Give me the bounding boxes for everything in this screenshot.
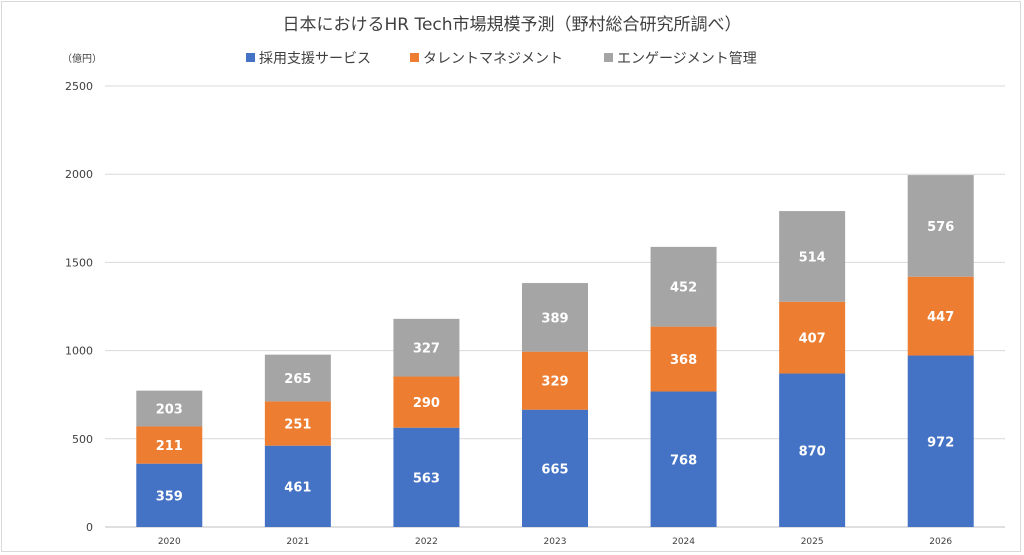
chart-title: 日本におけるHR Tech市場規模予測（野村総合研究所調べ）: [282, 15, 742, 35]
data-label: 389: [541, 311, 568, 326]
x-tick-label: 2023: [544, 537, 567, 547]
y-tick-label: 1500: [65, 256, 93, 269]
bar-segment: [779, 373, 846, 527]
y-tick-label: 2500: [65, 80, 93, 93]
bar-segment: [650, 326, 717, 392]
y-unit-label: （億円）: [62, 52, 102, 65]
bar-segment: [907, 276, 974, 356]
x-tick-label: 2026: [929, 537, 952, 547]
legend-entry: タレントマネジメント: [423, 51, 563, 67]
data-label: 211: [156, 439, 183, 454]
data-label: 452: [670, 281, 697, 296]
bar-segment: [264, 354, 331, 402]
bar-segment: [393, 376, 460, 428]
bar-segment: [393, 318, 460, 377]
data-label: 290: [413, 396, 440, 411]
data-label: 665: [541, 462, 568, 477]
data-label: 563: [413, 471, 440, 486]
legend-entry: エンゲージメント管理: [617, 51, 757, 67]
bar-segment: [650, 246, 717, 327]
bar-segment: [136, 426, 203, 464]
bars: 359 211 203 461 251 265 563 290 327 665 329 389 768 3…: [136, 175, 974, 527]
y-tick-label: 1000: [65, 345, 93, 358]
legend: 採用支援サービス タレントマネジメント エンゲージメント管理: [246, 51, 757, 67]
y-tick-label: 500: [72, 433, 93, 446]
data-label: 368: [670, 353, 697, 368]
legend-swatch: [410, 53, 419, 62]
data-label: 514: [799, 250, 826, 265]
bar-segment: [264, 445, 331, 527]
bar-segment: [136, 463, 203, 527]
bar-segment: [136, 390, 203, 427]
data-label: 327: [413, 342, 440, 357]
bar-segment: [779, 301, 846, 374]
x-tick-label: 2021: [286, 537, 309, 547]
data-label: 329: [541, 375, 568, 390]
data-label: 768: [670, 453, 697, 468]
bar-segment: [907, 175, 974, 277]
y-tick-label: 2000: [65, 168, 93, 181]
legend-swatch: [604, 53, 613, 62]
legend-entry: 採用支援サービス: [259, 51, 371, 67]
x-tick-label: 2025: [801, 537, 824, 547]
x-tick-label: 2024: [672, 537, 695, 547]
bar-segment: [522, 351, 588, 410]
bar-segment: [264, 401, 331, 446]
data-label: 972: [927, 435, 954, 450]
y-tick-label: 0: [86, 521, 93, 534]
x-tick-label: 2020: [158, 537, 181, 547]
bar-segment: [522, 409, 588, 527]
legend-swatch: [246, 53, 255, 62]
bar-segment: [522, 283, 588, 352]
bar-segment: [393, 427, 460, 527]
data-label: 461: [284, 480, 311, 495]
data-label: 870: [799, 444, 826, 459]
data-label: 407: [799, 332, 826, 347]
data-label: 447: [927, 310, 954, 325]
x-tick-label: 2022: [415, 537, 438, 547]
bar-segment: [907, 355, 974, 527]
data-label: 265: [284, 372, 311, 387]
x-axis: 2020 2021 2022 2023 2024 2025 2026: [158, 537, 953, 547]
data-label: 359: [156, 489, 183, 504]
data-label: 251: [284, 418, 311, 433]
bar-segment: [779, 211, 846, 302]
bar-segment: [650, 391, 717, 527]
data-label: 203: [156, 403, 183, 418]
data-label: 576: [927, 220, 954, 235]
y-axis: 0 500 1000 1500 2000 2500: [65, 80, 93, 534]
